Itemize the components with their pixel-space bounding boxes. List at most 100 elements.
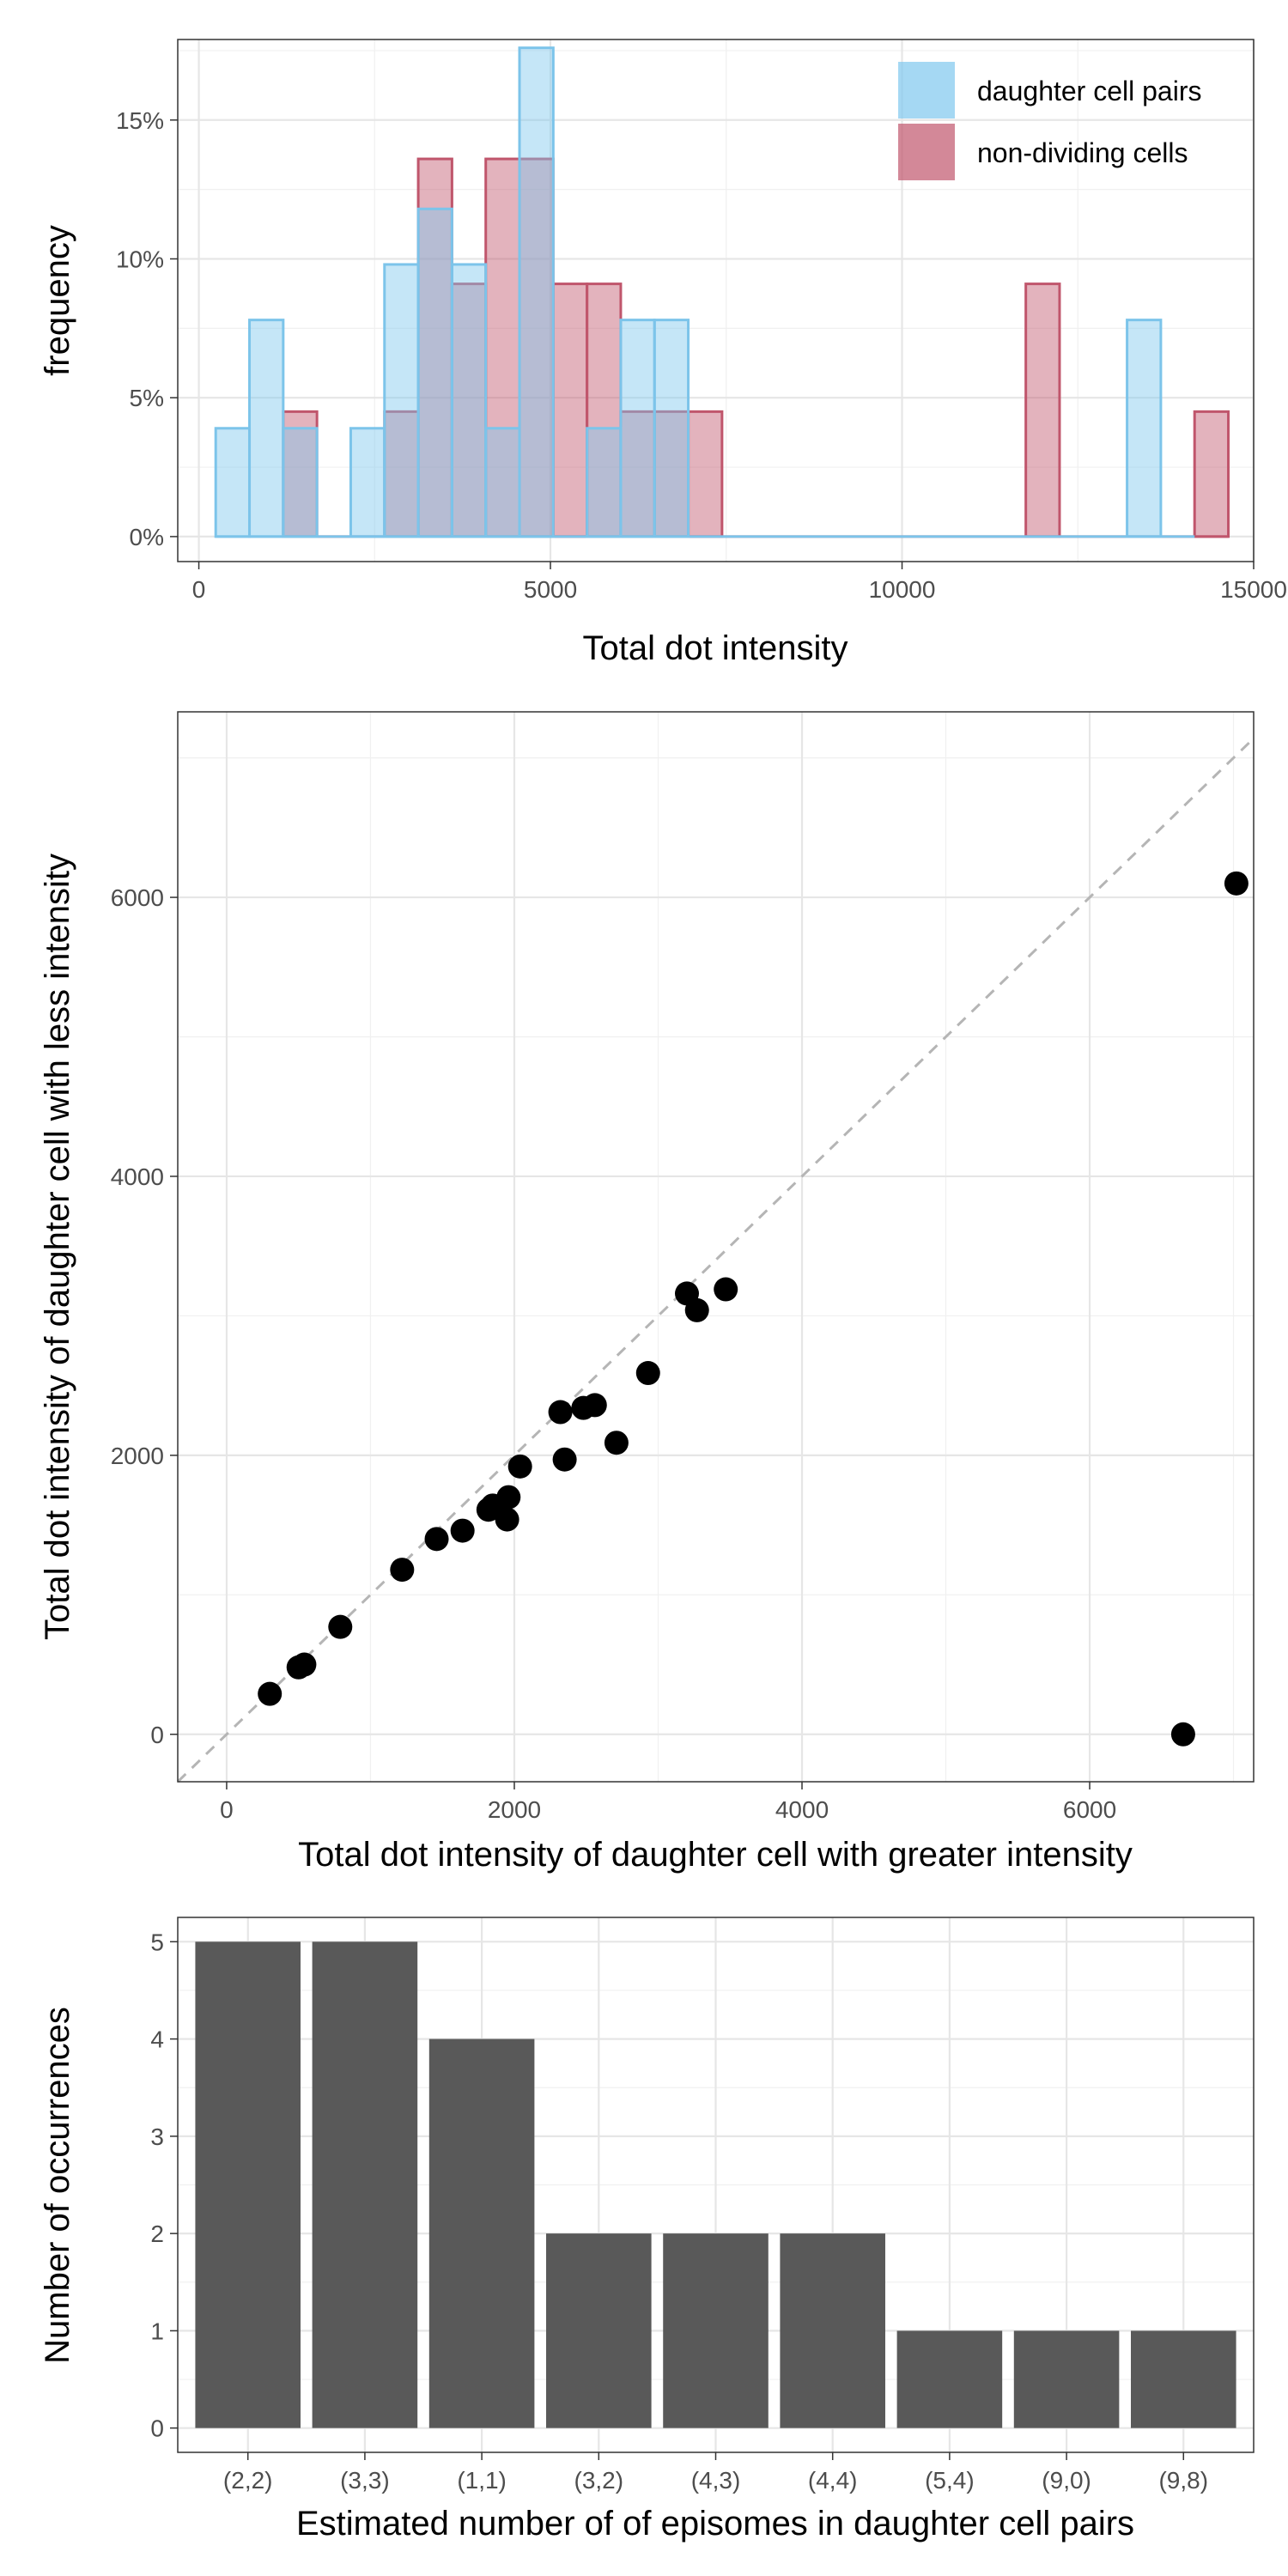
- y-tick-label: 4: [150, 2026, 164, 2053]
- scatter-point: [548, 1400, 573, 1425]
- y-tick-label: 5: [150, 1929, 164, 1955]
- scatter-panel: 0 2000 4000 6000 0 2000 4000 6000 Total dot in…: [39, 711, 1255, 1874]
- histogram-bar-daughter: [216, 428, 250, 537]
- histogram-plot-background: [178, 39, 1254, 562]
- x-tick-label: 6000: [1063, 1796, 1116, 1823]
- scatter-point: [286, 1655, 311, 1680]
- scatter-point: [390, 1558, 415, 1583]
- x-tick-label: 15000: [1220, 576, 1287, 603]
- histogram-bar-nondividing: [654, 411, 689, 537]
- bar-(3,2): [546, 2233, 652, 2428]
- x-tick-label: (4,3): [691, 2467, 741, 2494]
- bar-(4,3): [663, 2233, 769, 2428]
- scatter-point: [604, 1431, 629, 1455]
- scatter-point: [258, 1681, 283, 1706]
- x-tick-label: (3,3): [340, 2467, 390, 2494]
- x-tick-label: (9,8): [1158, 2467, 1208, 2494]
- scatter-x-ticks: 0 2000 4000 6000: [220, 1782, 1116, 1823]
- scatter-point: [507, 1454, 532, 1479]
- scatter-plot-background: [178, 712, 1254, 1782]
- bar-(5,4): [896, 2330, 1003, 2428]
- histogram-bar-daughter: [586, 428, 621, 537]
- legend-swatch-non-dividing-cells: [898, 124, 955, 180]
- histogram-panel: 0 5000 10000 15000 0% 5% 10% 15% Total dot int…: [39, 39, 1287, 667]
- bar-x-axis-title: Estimated number of of episomes in daugh…: [296, 2505, 1134, 2543]
- histogram-bar-daughter: [485, 428, 520, 537]
- scatter-points: [258, 871, 1249, 1747]
- scatter-point: [1224, 871, 1249, 896]
- scatter-panel-border: [177, 711, 1255, 1783]
- histogram-x-ticks: 0 5000 10000 15000: [192, 562, 1287, 603]
- scatter-point: [476, 1498, 501, 1522]
- histogram-x-axis-title: Total dot intensity: [582, 629, 848, 667]
- y-tick-label: 4000: [111, 1163, 164, 1190]
- bar-(1,1): [428, 2038, 535, 2428]
- histogram-bar-daughter: [519, 47, 554, 537]
- y-tick-label: 10%: [116, 246, 164, 272]
- y-tick-label: 2000: [111, 1443, 164, 1469]
- y-tick-label: 6000: [111, 884, 164, 911]
- x-tick-label: 10000: [869, 576, 936, 603]
- bar-(3,3): [312, 1941, 418, 2428]
- x-tick-label: (3,2): [574, 2467, 624, 2494]
- histogram-bar-nondividing: [688, 411, 722, 537]
- x-tick-label: 0: [192, 576, 206, 603]
- scatter-point: [684, 1297, 709, 1322]
- histogram-bar-nondividing: [452, 283, 486, 537]
- histogram-bar-nondividing: [519, 159, 554, 537]
- x-tick-label: 5000: [524, 576, 577, 603]
- scatter-point: [571, 1395, 596, 1420]
- bar-(9,8): [1130, 2330, 1236, 2428]
- histogram-bar-daughter: [283, 428, 318, 537]
- histogram-bar-nondividing: [1025, 283, 1060, 537]
- legend-swatch-daughter-cell-pairs: [898, 62, 955, 118]
- x-tick-label: 0: [220, 1796, 234, 1823]
- bar-(9,0): [1013, 2330, 1120, 2428]
- bar-y-axis-title: Number of occurrences: [39, 2007, 76, 2364]
- histogram-bar-daughter: [249, 319, 283, 537]
- x-tick-label: (5,4): [925, 2467, 975, 2494]
- histogram-y-ticks: 0% 5% 10% 15%: [116, 107, 178, 550]
- scatter-point: [714, 1277, 738, 1302]
- histogram-bar-daughter: [452, 264, 486, 537]
- scatter-point: [552, 1447, 577, 1472]
- histogram-bars: [214, 46, 1230, 538]
- scatter-point: [328, 1614, 353, 1639]
- histogram-panel-border: [177, 39, 1255, 562]
- scatter-point: [1170, 1722, 1195, 1747]
- x-tick-label: 4000: [775, 1796, 829, 1823]
- histogram-bar-daughter: [1127, 319, 1161, 537]
- bar-(4,4): [780, 2233, 885, 2428]
- bar-panel: (2,2) (3,3) (1,1) (3,2) (4,3) (4,4) (5,4) (9,0)…: [39, 1917, 1255, 2543]
- histogram-bar-daughter: [418, 209, 453, 537]
- scatter-point: [424, 1527, 449, 1552]
- histogram-bar-daughter: [654, 319, 689, 537]
- scatter-x-axis-title: Total dot intensity of daughter cell wit…: [298, 1836, 1133, 1874]
- bar-(2,2): [195, 1941, 301, 2428]
- x-tick-label: (2,2): [223, 2467, 273, 2494]
- y-tick-label: 3: [150, 2123, 164, 2150]
- y-tick-label: 0: [150, 1722, 164, 1748]
- histogram-bar-nondividing: [384, 411, 419, 537]
- histogram-bar-nondividing: [418, 159, 453, 537]
- scatter-reference-line: [176, 737, 1255, 1783]
- y-tick-label: 5%: [130, 385, 164, 411]
- histogram-bar-nondividing: [586, 283, 621, 537]
- histogram-bar-nondividing: [283, 411, 318, 537]
- histogram-bar-nondividing: [485, 159, 520, 537]
- histogram-bar-daughter: [620, 319, 655, 537]
- y-tick-label: 2: [150, 2221, 164, 2247]
- histogram-bar-daughter: [350, 428, 385, 537]
- bar-x-ticks: (2,2) (3,3) (1,1) (3,2) (4,3) (4,4) (5,4) (9,0)…: [223, 2452, 1208, 2494]
- x-tick-label: (4,4): [808, 2467, 858, 2494]
- y-tick-label: 15%: [116, 107, 164, 134]
- histogram-bar-nondividing: [620, 411, 655, 537]
- x-tick-label: 2000: [488, 1796, 541, 1823]
- bar-y-ticks: 0 1 2 3 4 5: [150, 1929, 178, 2442]
- y-tick-label: 1: [150, 2318, 164, 2344]
- scatter-y-axis-title: Total dot intensity of daughter cell wit…: [39, 854, 76, 1640]
- histogram-bar-nondividing: [553, 283, 587, 537]
- scatter-point: [450, 1518, 475, 1543]
- legend-label-daughter-cell-pairs: daughter cell pairs: [977, 76, 1201, 106]
